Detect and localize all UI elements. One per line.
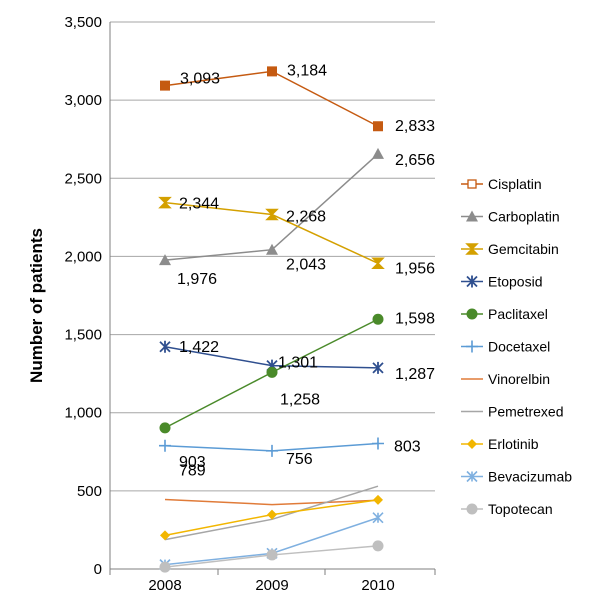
- data-label: 1,258: [280, 391, 320, 408]
- legend-item-gemcitabin: Gemcitabin: [461, 241, 559, 257]
- marker-triangle: [372, 148, 384, 159]
- data-label: 1,301: [278, 355, 318, 372]
- series-topotecan: [160, 540, 384, 572]
- legend-marker: [468, 180, 476, 188]
- series-paclitaxel: [160, 314, 384, 434]
- marker-circle: [467, 309, 478, 320]
- marker-circle: [467, 504, 478, 515]
- marker-plus: [159, 440, 171, 452]
- x-tick-labels: 2008 2009 2010: [148, 577, 394, 593]
- x-tick-label: 2008: [148, 577, 181, 593]
- data-label: 2,656: [395, 152, 435, 169]
- data-labels: 3,093 3,184 2,833 1,976 2,043 2,656 2,344 2,268…: [177, 62, 435, 479]
- data-label: 1,287: [395, 366, 435, 383]
- x-tick-label: 2009: [255, 577, 288, 593]
- data-label: 1,956: [395, 260, 435, 277]
- legend-label: Pemetrexed: [488, 404, 563, 420]
- data-label: 1,422: [179, 339, 219, 356]
- legend: Cisplatin Carboplatin Gemcitabin Etoposid Pa…: [461, 176, 572, 517]
- legend-label: Paclitaxel: [488, 306, 548, 322]
- legend-item-pemetrexed: Pemetrexed: [461, 404, 563, 420]
- data-label: 789: [179, 463, 206, 480]
- marker-diamond: [467, 439, 477, 449]
- data-label: 756: [286, 451, 313, 468]
- legend-item-cisplatin: Cisplatin: [461, 176, 542, 192]
- axes: [110, 22, 435, 575]
- legend-item-vinorelbin: Vinorelbin: [461, 371, 550, 387]
- legend-item-carboplatin: Carboplatin: [461, 209, 560, 225]
- y-tick-label: 2,500: [64, 170, 102, 187]
- legend-label: Vinorelbin: [488, 371, 550, 387]
- legend-label: Erlotinib: [488, 436, 539, 452]
- marker-x: [373, 513, 383, 523]
- data-label: 2,833: [395, 118, 435, 135]
- marker-diamond: [373, 495, 383, 505]
- y-tick-label: 0: [94, 561, 102, 578]
- y-tick-label: 1,500: [64, 327, 102, 344]
- marker-square: [373, 121, 383, 131]
- marker-hourglass: [373, 258, 383, 268]
- legend-item-docetaxel: Docetaxel: [461, 339, 550, 355]
- data-label: 1,598: [395, 310, 435, 327]
- y-tick-label: 2,000: [64, 248, 102, 265]
- data-label: 2,268: [286, 209, 326, 226]
- legend-label: Gemcitabin: [488, 241, 559, 257]
- legend-item-topotecan: Topotecan: [461, 501, 553, 517]
- data-label: 803: [394, 439, 421, 456]
- legend-item-bevacizumab: Bevacizumab: [461, 469, 572, 485]
- marker-plus: [372, 438, 384, 450]
- y-tick-label: 1,000: [64, 405, 102, 422]
- data-label: 1,976: [177, 271, 217, 288]
- marker-plus: [466, 341, 478, 353]
- marker-circle: [267, 549, 278, 560]
- y-tick-label: 500: [77, 483, 102, 500]
- y-axis-label: Number of patients: [27, 228, 46, 383]
- marker-circle: [160, 422, 171, 433]
- marker-circle: [373, 540, 384, 551]
- series-layer: [159, 66, 384, 572]
- marker-square: [160, 81, 170, 91]
- marker-circle: [267, 367, 278, 378]
- legend-item-paclitaxel: Paclitaxel: [461, 306, 548, 322]
- legend-label: Cisplatin: [488, 176, 542, 192]
- marker-circle: [160, 562, 171, 573]
- marker-plus: [266, 445, 278, 457]
- x-tick-label: 2010: [361, 577, 394, 593]
- marker-circle: [373, 314, 384, 325]
- legend-label: Topotecan: [488, 501, 553, 517]
- data-label: 3,184: [287, 62, 327, 79]
- legend-label: Docetaxel: [488, 339, 550, 355]
- y-tick-label: 3,000: [64, 92, 102, 109]
- legend-item-etoposid: Etoposid: [461, 274, 542, 290]
- marker-square: [267, 66, 277, 76]
- legend-label: Etoposid: [488, 274, 542, 290]
- gridlines: [110, 22, 435, 491]
- y-tick-label: 3,500: [64, 14, 102, 31]
- legend-item-erlotinib: Erlotinib: [461, 436, 539, 452]
- y-tick-labels: 0 500 1,000 1,500 2,000 2,500 3,000 3,500: [64, 14, 102, 578]
- legend-label: Carboplatin: [488, 209, 560, 225]
- data-label: 2,344: [179, 196, 219, 213]
- data-label: 3,093: [180, 71, 220, 88]
- series-bevacizumab: [160, 513, 383, 570]
- legend-label: Bevacizumab: [488, 469, 572, 485]
- data-label: 2,043: [286, 257, 326, 274]
